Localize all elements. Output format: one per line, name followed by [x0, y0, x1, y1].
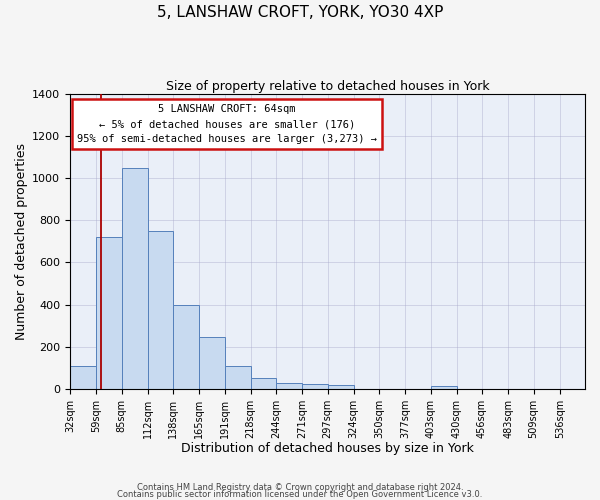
Bar: [148, 231, 173, 388]
Bar: [251, 378, 276, 388]
Bar: [328, 384, 354, 388]
Y-axis label: Number of detached properties: Number of detached properties: [15, 143, 28, 340]
Bar: [224, 366, 251, 388]
Bar: [302, 384, 328, 388]
Text: 5, LANSHAW CROFT, YORK, YO30 4XP: 5, LANSHAW CROFT, YORK, YO30 4XP: [157, 5, 443, 20]
X-axis label: Distribution of detached houses by size in York: Distribution of detached houses by size …: [181, 442, 474, 455]
Bar: [96, 237, 122, 388]
Bar: [431, 386, 457, 388]
Bar: [276, 384, 302, 388]
Title: Size of property relative to detached houses in York: Size of property relative to detached ho…: [166, 80, 490, 93]
Bar: [122, 168, 148, 388]
Bar: [173, 304, 199, 388]
Bar: [199, 337, 224, 388]
Text: Contains public sector information licensed under the Open Government Licence v3: Contains public sector information licen…: [118, 490, 482, 499]
Text: 5 LANSHAW CROFT: 64sqm
← 5% of detached houses are smaller (176)
95% of semi-det: 5 LANSHAW CROFT: 64sqm ← 5% of detached …: [77, 104, 377, 144]
Bar: [70, 366, 96, 388]
Text: Contains HM Land Registry data © Crown copyright and database right 2024.: Contains HM Land Registry data © Crown c…: [137, 484, 463, 492]
